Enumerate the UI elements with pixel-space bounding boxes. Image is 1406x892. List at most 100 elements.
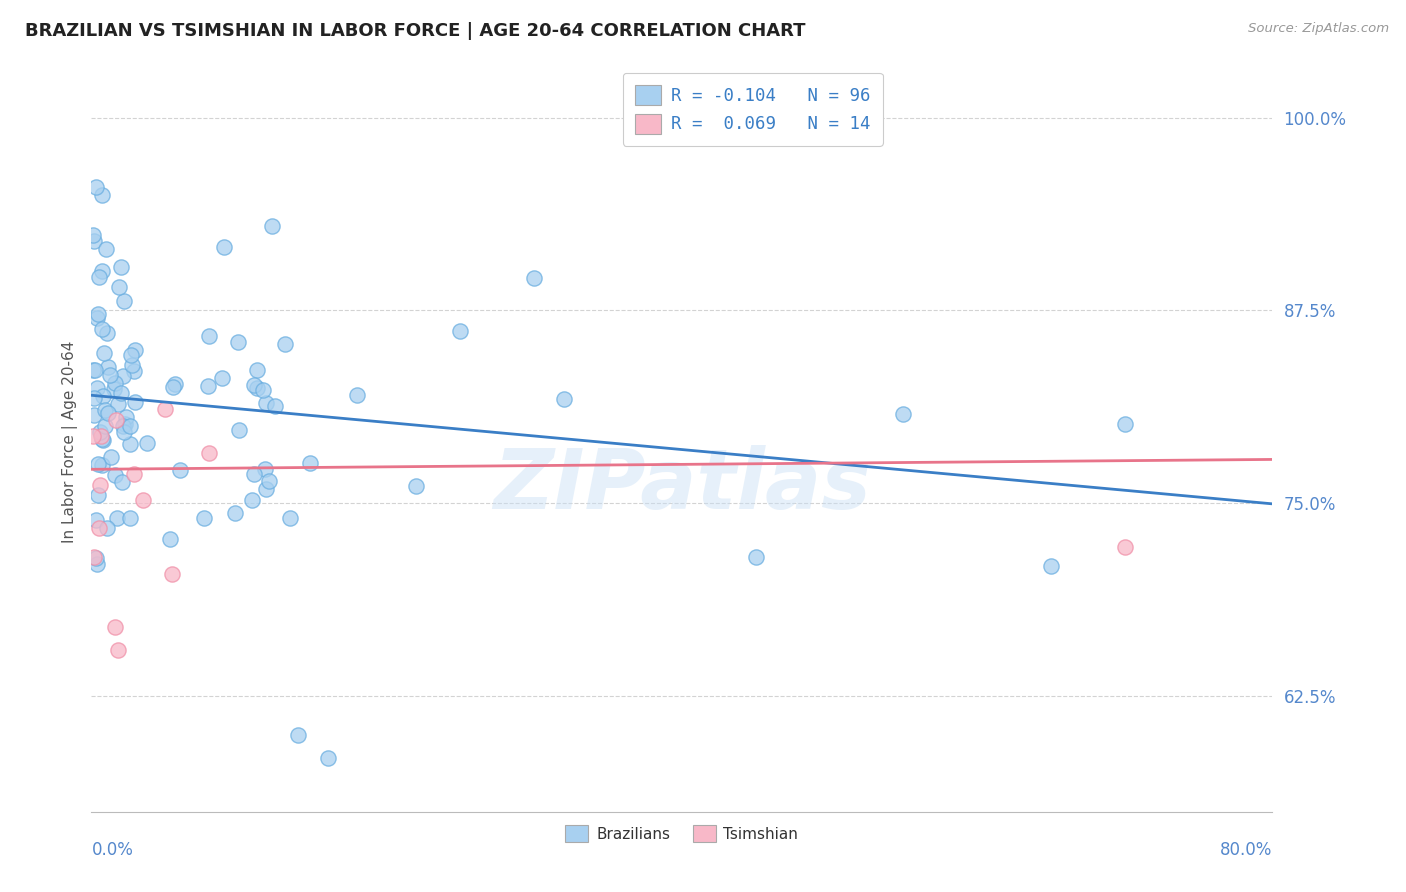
Point <box>224 506 246 520</box>
Point <box>160 566 183 581</box>
Point <box>197 379 219 393</box>
Point <box>82 228 104 243</box>
Point <box>257 474 280 488</box>
Point <box>83 409 105 423</box>
Point <box>278 511 301 525</box>
Point <box>96 521 118 535</box>
Point <box>124 394 146 409</box>
Point <box>84 179 107 194</box>
Point <box>87 488 110 502</box>
Point <box>104 620 127 634</box>
Point <box>287 728 309 742</box>
Point <box>299 457 322 471</box>
Point <box>94 242 117 256</box>
Point <box>105 510 128 524</box>
Point <box>97 406 120 420</box>
Text: Source: ZipAtlas.com: Source: ZipAtlas.com <box>1249 22 1389 36</box>
Point <box>93 418 115 433</box>
Point <box>136 436 159 450</box>
Point <box>93 389 115 403</box>
Point <box>115 410 138 425</box>
Point <box>450 324 472 338</box>
Point <box>108 280 131 294</box>
Point <box>107 642 129 657</box>
Point <box>112 425 135 439</box>
Point <box>122 364 145 378</box>
Point <box>240 493 263 508</box>
Point <box>1040 559 1063 574</box>
Point <box>83 392 105 406</box>
Point <box>120 419 142 434</box>
Point <box>228 423 250 437</box>
Y-axis label: In Labor Force | Age 20-64: In Labor Force | Age 20-64 <box>62 341 77 542</box>
Point <box>111 369 134 384</box>
Point <box>226 335 249 350</box>
Point <box>159 532 181 546</box>
Point <box>1114 540 1136 554</box>
Point <box>198 329 221 343</box>
Point <box>405 479 427 493</box>
Point <box>214 239 236 253</box>
Point <box>98 368 121 383</box>
Point <box>89 521 111 535</box>
Point <box>893 407 915 421</box>
Point <box>93 403 115 417</box>
Point <box>86 513 108 527</box>
Point <box>124 467 146 481</box>
Point <box>93 434 115 448</box>
Point <box>243 467 266 482</box>
Point <box>316 750 339 764</box>
Point <box>169 463 191 477</box>
Point <box>93 346 115 360</box>
Point <box>242 378 264 392</box>
Point <box>90 432 112 446</box>
Point <box>260 219 283 233</box>
Point <box>1114 417 1136 431</box>
Point <box>86 381 108 395</box>
Point <box>86 558 108 572</box>
Point <box>104 376 127 390</box>
Point <box>112 294 135 309</box>
Point <box>745 550 768 565</box>
Point <box>198 446 221 460</box>
Point <box>89 425 111 439</box>
Text: ZIPatlas: ZIPatlas <box>494 445 870 526</box>
Point <box>90 428 112 442</box>
Point <box>254 396 277 410</box>
Point <box>254 483 277 497</box>
Point <box>121 358 143 372</box>
Point <box>83 550 105 565</box>
Point <box>82 429 104 443</box>
Text: 0.0%: 0.0% <box>91 841 134 859</box>
Point <box>346 388 368 402</box>
Point <box>96 326 118 340</box>
Point <box>246 363 269 377</box>
Point <box>553 392 575 406</box>
Point <box>107 397 129 411</box>
Point <box>104 412 127 426</box>
Point <box>110 260 132 274</box>
Point <box>124 343 146 357</box>
Point <box>83 234 105 248</box>
Point <box>120 348 142 362</box>
Point <box>90 322 112 336</box>
Point <box>163 376 186 391</box>
Legend: Brazilians, Tsimshian: Brazilians, Tsimshian <box>560 819 804 848</box>
Point <box>273 337 295 351</box>
Point <box>132 492 155 507</box>
Point <box>114 417 136 431</box>
Point <box>153 402 177 417</box>
Point <box>90 458 112 472</box>
Point <box>87 307 110 321</box>
Point <box>90 264 112 278</box>
Point <box>110 475 132 489</box>
Point <box>111 419 134 434</box>
Point <box>103 382 125 396</box>
Point <box>263 399 285 413</box>
Text: BRAZILIAN VS TSIMSHIAN IN LABOR FORCE | AGE 20-64 CORRELATION CHART: BRAZILIAN VS TSIMSHIAN IN LABOR FORCE | … <box>25 22 806 40</box>
Point <box>91 187 114 202</box>
Point <box>86 311 108 326</box>
Point <box>89 477 111 491</box>
Point <box>211 371 233 385</box>
Point <box>87 269 110 284</box>
